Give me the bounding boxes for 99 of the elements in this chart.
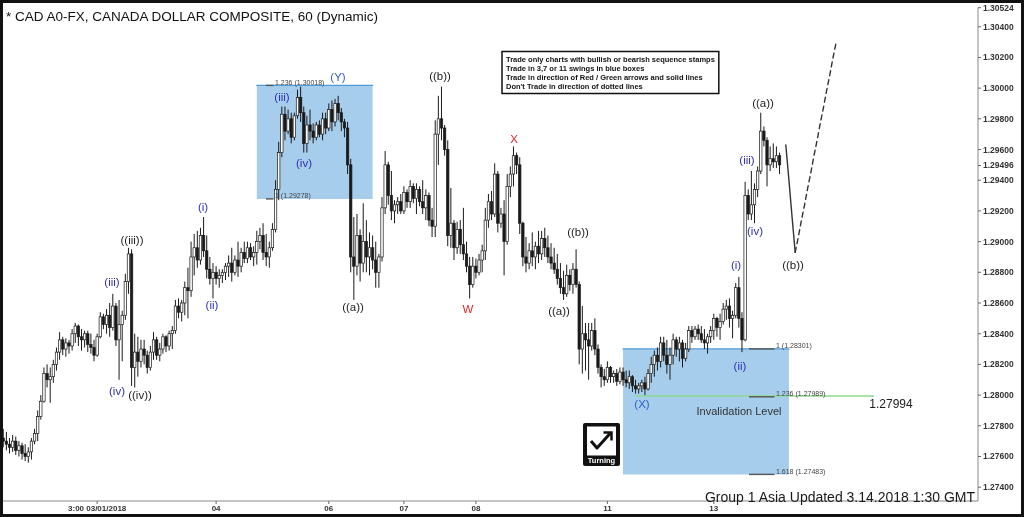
candlestick	[568, 268, 572, 292]
candlestick	[414, 182, 418, 215]
candlestick	[540, 230, 544, 261]
x-tick-label: 06	[324, 504, 334, 513]
candlestick	[774, 145, 778, 169]
candlestick	[659, 336, 663, 368]
candlestick	[327, 102, 331, 132]
candlestick	[702, 328, 706, 350]
candlestick	[392, 199, 397, 224]
annotation: 1.27994	[869, 397, 914, 411]
y-tick-label: 1.30400	[983, 21, 1014, 32]
annotation: (ii)	[205, 299, 219, 311]
annotation: (i)	[197, 201, 209, 213]
candlestick	[771, 142, 775, 169]
candlestick	[1, 428, 5, 448]
x-tick-label: 08	[471, 504, 481, 513]
annotation: (iii)	[739, 154, 755, 166]
annotation: (iv)	[747, 225, 764, 237]
candlestick	[421, 179, 425, 215]
annotation: Invalidation Level	[696, 405, 782, 417]
y-tick-label: 1.29600	[983, 144, 1014, 155]
candlestick	[364, 219, 368, 273]
chart-title: * CAD A0-FX, CANADA DOLLAR COMPOSITE, 60 (Dynamic)	[6, 9, 379, 24]
y-tick-label: 1.27600	[983, 451, 1014, 462]
y-tick-label: 1.28800	[983, 267, 1014, 278]
candlestick	[108, 302, 112, 338]
candlestick	[587, 322, 591, 381]
annotation: ((iii))	[120, 234, 144, 246]
candlestick	[408, 179, 412, 209]
annotation: W	[462, 303, 474, 315]
candlestick	[536, 230, 541, 264]
y-tick-label: 1.30524	[983, 2, 1014, 13]
candlestick	[530, 231, 534, 267]
x-tick-label: 13	[709, 504, 719, 513]
x-tick-label: 04	[211, 504, 222, 513]
y-tick-label: 1.29800	[983, 113, 1014, 124]
candlestick	[242, 241, 246, 264]
y-tick-label: 1.27800	[983, 420, 1014, 431]
candlestick	[17, 440, 21, 457]
candlestick	[76, 323, 80, 347]
annotation: ((b))	[567, 226, 590, 238]
annotation: ((a))	[342, 301, 365, 313]
candlestick	[155, 336, 159, 361]
y-tick-label: 1.28400	[983, 328, 1014, 339]
annotation: ((b))	[429, 70, 452, 82]
x-tick-label: 07	[399, 504, 409, 513]
x-tick-label: 3:00 03/01/2018	[68, 504, 127, 513]
annotation: ((iv))	[128, 389, 152, 401]
annotation: (i)	[730, 259, 742, 271]
annotation: ((b))	[782, 259, 805, 271]
y-tick-label: 1.29400	[983, 175, 1014, 186]
candlestick	[4, 431, 8, 451]
y-tick-label: 1.30000	[983, 83, 1014, 94]
annotation: Group 1 Asia Updated 3.14.2018 1:30 GMT	[704, 489, 976, 505]
candlestick	[715, 316, 719, 338]
annotation: (iii)	[274, 91, 290, 103]
candlestick	[367, 231, 372, 276]
annotation: (ii)	[733, 360, 747, 372]
candlestick	[749, 170, 753, 221]
candlestick	[289, 112, 293, 144]
candlestick	[211, 262, 215, 299]
candlestick	[230, 247, 234, 283]
annotation: ((a))	[548, 305, 571, 317]
candlestick	[245, 241, 249, 264]
y-tick-label: 1.30200	[983, 52, 1014, 63]
candlestick	[330, 99, 334, 132]
y-tick-label: 1.28000	[983, 390, 1014, 401]
candlestick	[361, 202, 365, 273]
y-tick-label: 1.29000	[983, 236, 1014, 247]
candlestick	[227, 254, 231, 278]
candlestick	[680, 339, 685, 368]
candlestick	[105, 308, 109, 335]
y-tick-label: 1.29496	[983, 160, 1014, 171]
y-tick-label: 1.27400	[983, 482, 1014, 493]
annotation: (iv)	[109, 385, 126, 397]
candlestick	[333, 98, 337, 127]
candlestick	[255, 230, 259, 266]
candlestick	[136, 336, 140, 378]
candlestick	[236, 241, 240, 278]
annotation: X	[510, 133, 519, 145]
candlestick	[677, 336, 681, 362]
annotation: (iv)	[296, 157, 313, 169]
annotation: (iii)	[104, 276, 120, 288]
candlestick	[402, 185, 406, 215]
candlestick	[712, 313, 716, 341]
candlestick	[565, 264, 569, 298]
candlestick	[471, 256, 475, 289]
annotation: ((a))	[752, 97, 775, 109]
candlestick	[674, 336, 678, 358]
annotation: (Y)	[330, 71, 346, 83]
y-tick-label: 1.28200	[983, 359, 1014, 370]
y-tick-label: 1.29200	[983, 205, 1014, 216]
x-tick-label: 11	[603, 504, 613, 513]
candlestick	[61, 336, 65, 356]
candlestick	[724, 299, 728, 321]
annotation: (X)	[634, 398, 650, 410]
candlestick	[324, 112, 328, 135]
candlestick	[64, 337, 68, 358]
y-tick-label: 1.28600	[983, 298, 1014, 308]
